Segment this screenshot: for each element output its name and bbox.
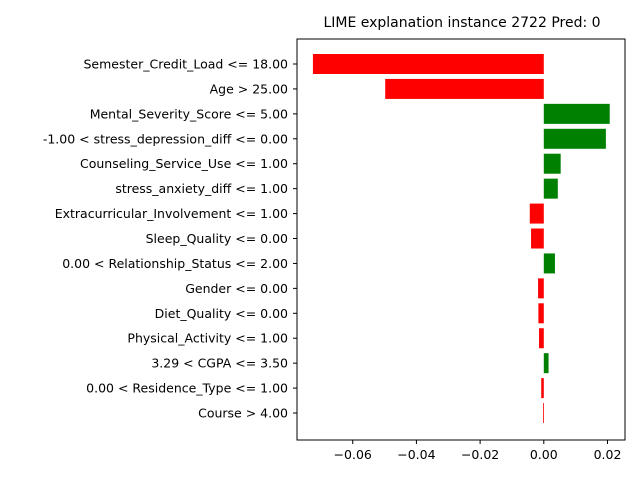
y-tick-label: 0.00 < Residence_Type <= 1.00	[86, 381, 288, 396]
bar	[543, 128, 606, 149]
y-tick-label: Mental_Severity_Score <= 5.00	[90, 106, 288, 121]
y-tick-label: 0.00 < Relationship_Status <= 2.00	[62, 256, 288, 271]
bars-group	[312, 54, 610, 424]
y-tick-label: Age > 25.00	[210, 81, 288, 96]
bar	[538, 278, 544, 299]
bar	[543, 253, 555, 274]
bar	[529, 203, 544, 224]
y-tick-label: Sleep_Quality <= 0.00	[146, 231, 288, 246]
bar	[543, 103, 610, 124]
bar	[543, 353, 549, 374]
plot-frame	[296, 38, 626, 441]
y-tick-labels: Semester_Credit_Load <= 18.00 Age > 25.00…	[43, 57, 297, 421]
y-tick-label: -1.00 < stress_depression_diff <= 0.00	[43, 131, 288, 146]
bar	[312, 54, 544, 74]
y-tick-label: Gender <= 0.00	[185, 281, 288, 296]
y-tick-label: 3.29 < CGPA <= 3.50	[151, 356, 288, 371]
bar	[531, 228, 544, 249]
y-tick-label: Course > 4.00	[198, 406, 288, 421]
bar	[541, 378, 544, 399]
x-tick-label: −0.02	[461, 447, 499, 462]
x-tick-label: 0.02	[594, 447, 622, 462]
y-tick-label: Physical_Activity <= 1.00	[127, 331, 288, 346]
bar	[543, 153, 561, 174]
bar	[543, 178, 558, 199]
y-tick-label: Diet_Quality <= 0.00	[155, 306, 288, 321]
y-tick-label: Counseling_Service_Use <= 1.00	[80, 156, 288, 171]
x-tick-label: −0.06	[334, 447, 372, 462]
y-tick-label: stress_anxiety_diff <= 1.00	[115, 181, 288, 196]
bar	[543, 403, 544, 424]
bar	[539, 328, 544, 349]
x-tick-label: −0.04	[397, 447, 435, 462]
bar	[538, 303, 544, 324]
bar	[385, 78, 544, 99]
chart-title: LIME explanation instance 2722 Pred: 0	[323, 15, 600, 31]
y-tick-label: Semester_Credit_Load <= 18.00	[84, 57, 289, 72]
x-ticks: −0.06 −0.04 −0.02 0.00 0.02	[334, 440, 622, 462]
y-tick-label: Extracurricular_Involvement <= 1.00	[55, 206, 288, 221]
x-tick-label: 0.00	[530, 447, 558, 462]
